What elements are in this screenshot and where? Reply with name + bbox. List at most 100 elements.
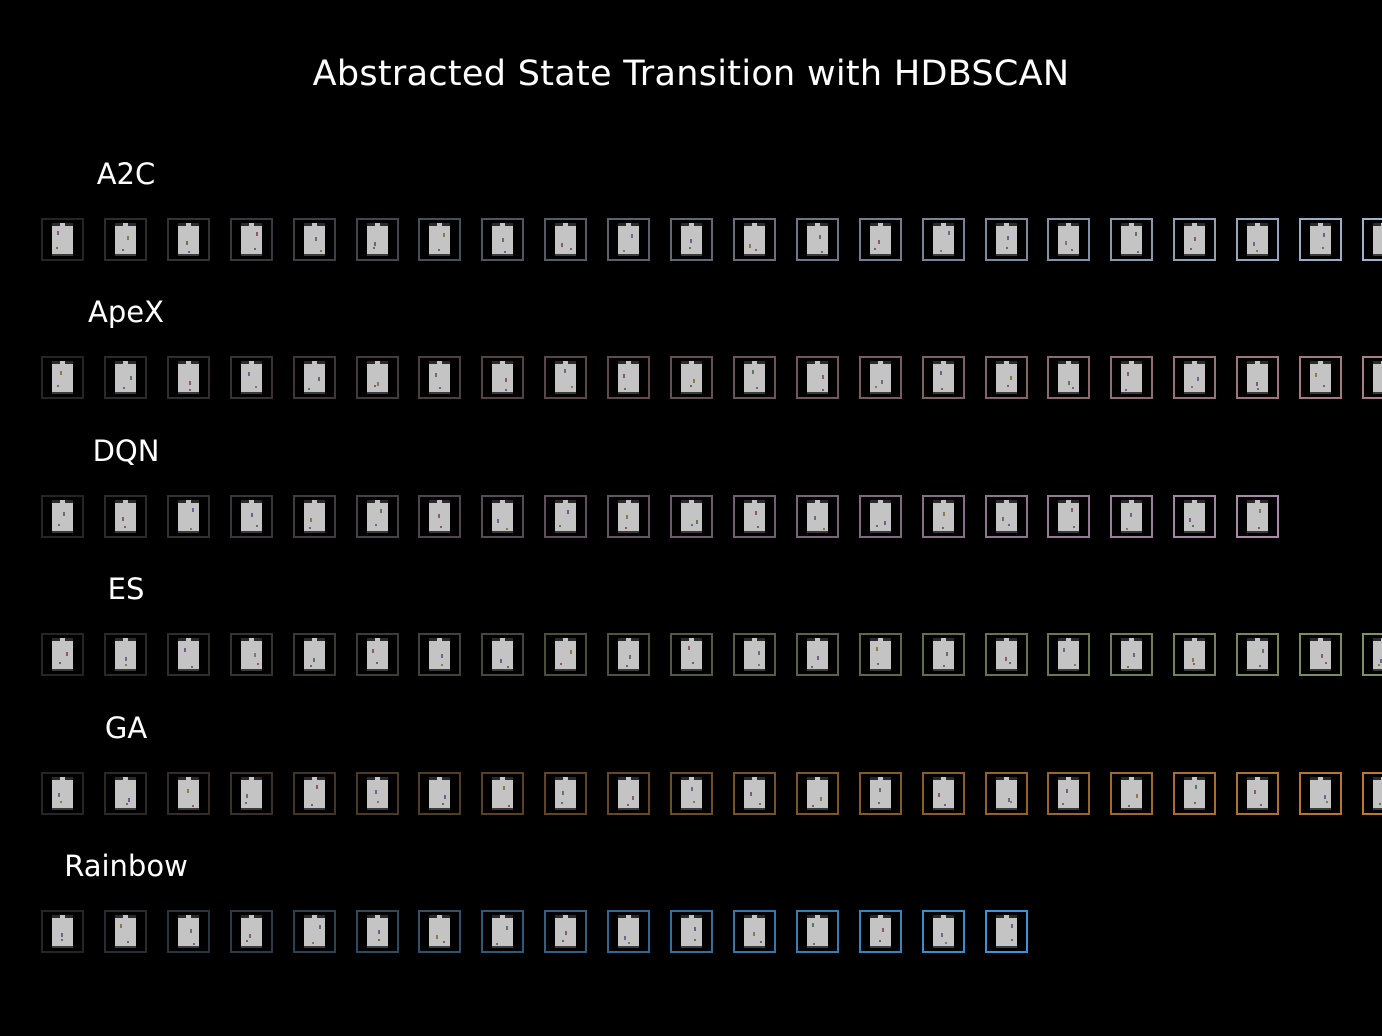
game-screen-icon [1373,638,1382,672]
state-thumbnail [418,218,461,261]
game-screen-icon [996,223,1017,256]
state-thumbnail [293,771,336,815]
game-screen-icon [1310,776,1331,810]
game-screen-icon [555,776,576,810]
game-screen-icon [681,638,702,672]
game-screen-icon [996,776,1017,810]
game-screen-icon [933,223,954,256]
state-thumbnail [1299,633,1342,677]
game-screen-icon [870,915,891,948]
state-thumbnail [607,494,650,538]
state-thumbnail [607,910,650,953]
game-screen-icon [555,499,576,533]
game-screen-icon [996,915,1017,948]
state-thumbnail [1173,218,1216,261]
state-row-es [0,633,1382,679]
state-thumbnail [985,218,1028,261]
game-screen-icon [933,638,954,672]
game-screen-icon [1121,361,1142,395]
state-thumbnail [544,910,587,953]
state-row-rainbow [0,910,1382,956]
game-screen-icon [115,499,136,533]
state-thumbnail [1173,356,1216,400]
game-screen-icon [870,223,891,256]
game-screen-icon [178,915,199,948]
state-thumbnail [670,633,713,677]
game-screen-icon [1184,223,1205,256]
state-thumbnail [1110,771,1153,815]
state-thumbnail [293,910,336,953]
state-thumbnail [922,771,965,815]
state-thumbnail [41,910,84,953]
game-screen-icon [744,361,765,395]
game-screen-icon [744,915,765,948]
state-thumbnail [356,356,399,400]
game-screen-icon [241,776,262,810]
state-thumbnail [418,633,461,677]
state-thumbnail [167,633,210,677]
state-thumbnail [859,494,902,538]
state-thumbnail [922,633,965,677]
state-thumbnail [1173,494,1216,538]
game-screen-icon [1247,361,1268,395]
state-thumbnail [1173,771,1216,815]
state-thumbnail [607,218,650,261]
state-thumbnail [796,494,839,538]
game-screen-icon [933,915,954,948]
game-screen-icon [367,915,388,948]
game-screen-icon [492,361,513,395]
game-screen-icon [933,499,954,533]
game-screen-icon [367,776,388,810]
game-screen-icon [744,499,765,533]
state-thumbnail [922,910,965,953]
state-thumbnail [356,771,399,815]
game-screen-icon [1121,499,1142,533]
game-screen-icon [492,223,513,256]
state-thumbnail [544,218,587,261]
game-screen-icon [996,361,1017,395]
game-screen-icon [555,638,576,672]
state-thumbnail [1362,771,1382,815]
game-screen-icon [52,915,73,948]
game-screen-icon [178,361,199,395]
game-screen-icon [492,776,513,810]
state-thumbnail [356,494,399,538]
game-screen-icon [1121,223,1142,256]
state-thumbnail [985,494,1028,538]
state-thumbnail [985,910,1028,953]
game-screen-icon [996,499,1017,533]
state-thumbnail [544,771,587,815]
game-screen-icon [241,915,262,948]
state-thumbnail [922,356,965,400]
state-thumbnail [1110,356,1153,400]
game-screen-icon [492,638,513,672]
game-screen-icon [1373,776,1382,810]
state-thumbnail [167,910,210,953]
state-thumbnail [1047,771,1090,815]
state-thumbnail [230,356,273,400]
game-screen-icon [241,499,262,533]
state-thumbnail [859,910,902,953]
state-thumbnail [1362,356,1382,400]
game-screen-icon [1121,638,1142,672]
state-thumbnail [293,218,336,261]
game-screen-icon [492,915,513,948]
game-screen-icon [1058,638,1079,672]
game-screen-icon [1247,776,1268,810]
game-screen-icon [304,915,325,948]
state-row-dqn [0,494,1382,541]
game-screen-icon [1310,361,1331,395]
game-screen-icon [681,499,702,533]
game-screen-icon [870,361,891,395]
game-screen-icon [744,223,765,256]
state-thumbnail [104,633,147,677]
state-thumbnail [293,494,336,538]
game-screen-icon [429,638,450,672]
state-thumbnail [922,494,965,538]
state-thumbnail [104,771,147,815]
game-screen-icon [807,361,828,395]
state-thumbnail [859,356,902,400]
state-thumbnail [733,633,776,677]
game-screen-icon [681,915,702,948]
game-screen-icon [807,638,828,672]
